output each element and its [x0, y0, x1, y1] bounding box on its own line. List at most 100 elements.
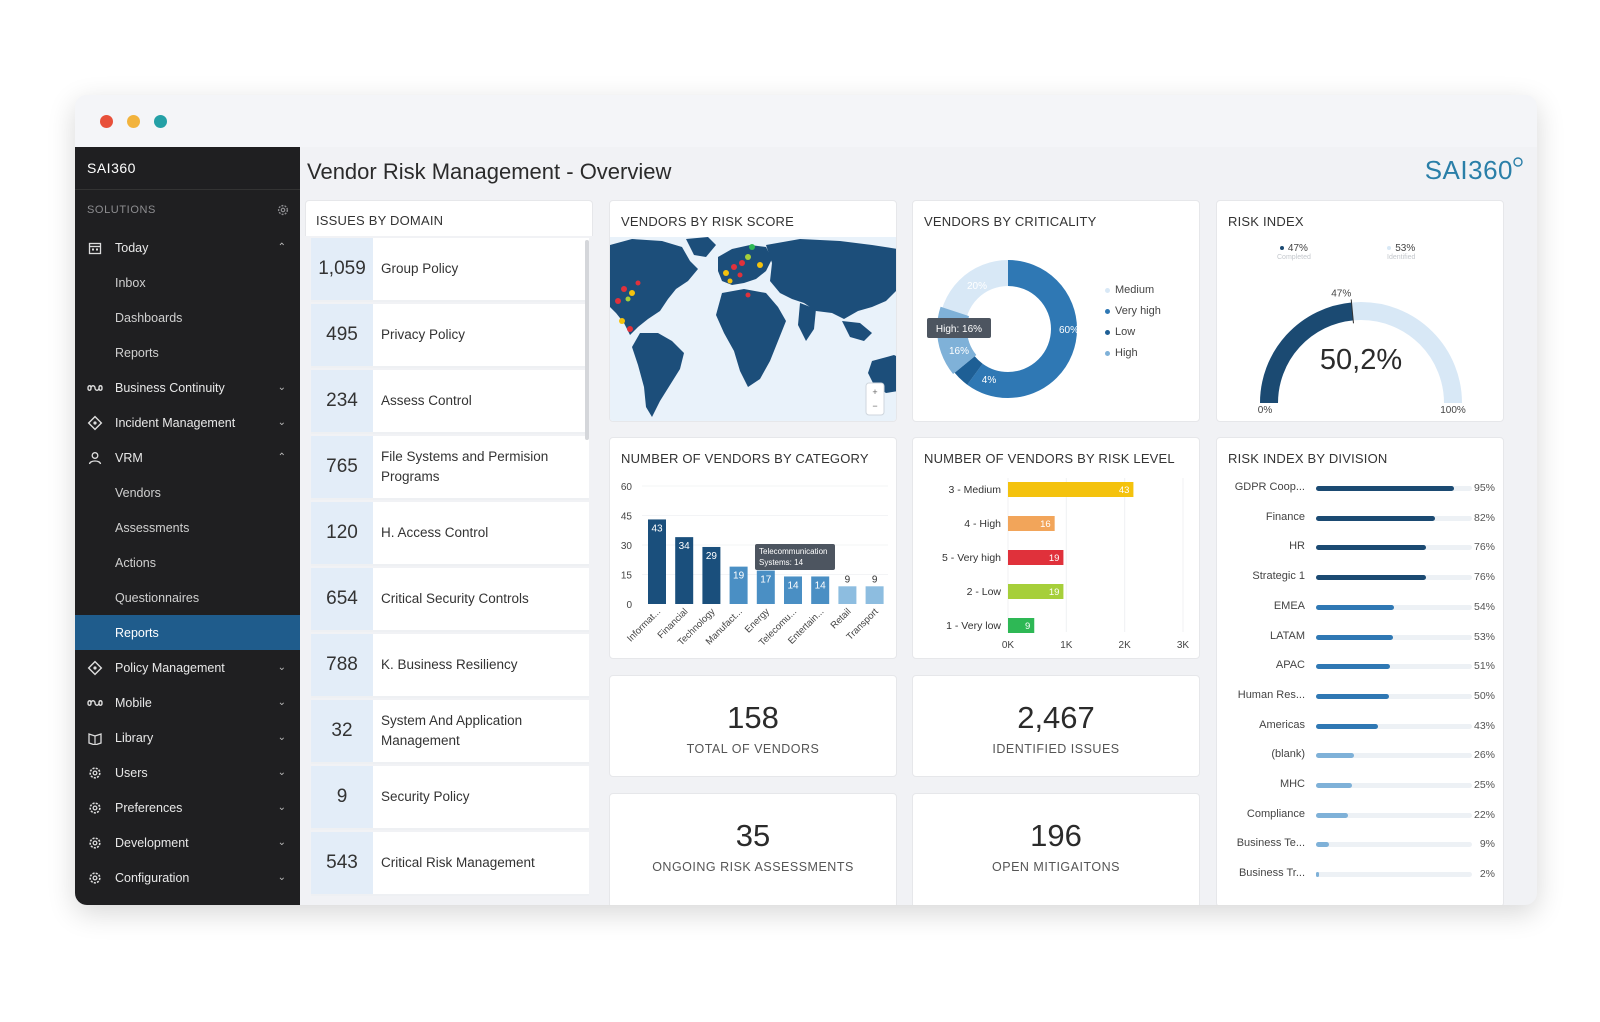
sidebar-subitem-reports[interactable]: Reports — [115, 345, 159, 360]
sidebar-subitem-inbox[interactable]: Inbox — [115, 275, 146, 290]
sidebar-item-vrm[interactable]: VRM ⌃ — [75, 440, 300, 475]
sidebar-subitem-vendors[interactable]: Vendors — [115, 485, 161, 500]
sidebar-item-business-continuity[interactable]: Business Continuity ⌄ — [75, 370, 300, 405]
legend-item[interactable]: Very high — [1105, 305, 1161, 317]
bar-tooltip-line: Telecommunication — [759, 547, 827, 556]
y-tick-label: 5 - Very high — [942, 552, 1001, 564]
issue-row[interactable]: 1,059 Group Policy — [311, 238, 589, 302]
bar-value-label: 43 — [1119, 485, 1130, 496]
sidebar-subitem-dashboards[interactable]: Dashboards — [115, 310, 183, 325]
sidebar-subitem-actions[interactable]: Actions — [115, 555, 156, 570]
division-row[interactable]: MHC 25% — [1225, 773, 1497, 797]
risk-index-gauge[interactable]: 47% 50,2% 0% 100% — [1217, 263, 1505, 423]
division-value: 50% — [1473, 689, 1495, 702]
legend-item[interactable]: Low — [1105, 326, 1135, 338]
kpi-value: 35 — [735, 818, 771, 853]
sidebar-item-incident-management[interactable]: Incident Management ⌄ — [75, 405, 300, 440]
chevron-down-icon[interactable]: ⌄ — [277, 382, 286, 393]
issue-row[interactable]: 32 System And Application Management — [311, 700, 589, 764]
sidebar-item-policy-management[interactable]: Policy Management ⌄ — [75, 650, 300, 685]
division-value: 43% — [1473, 719, 1495, 732]
infinity-icon — [87, 380, 103, 396]
issue-domain-label: Critical Risk Management — [381, 855, 535, 870]
kpi-ongoing-risk-assessments[interactable]: 35 ONGOING RISK ASSESSMENTS — [609, 793, 897, 905]
issue-row[interactable]: 234 Assess Control — [311, 370, 589, 434]
chevron-down-icon[interactable]: ⌄ — [277, 837, 286, 848]
legend-item[interactable]: High — [1105, 347, 1138, 359]
legend-label: Medium — [1115, 284, 1155, 296]
issues-scrollbar[interactable] — [585, 240, 589, 440]
division-row[interactable]: HR 76% — [1225, 535, 1497, 559]
world-map[interactable]: + − — [610, 237, 897, 421]
division-label: Compliance — [1246, 807, 1305, 820]
sidebar-item-mobile[interactable]: Mobile ⌄ — [75, 685, 300, 720]
chevron-down-icon[interactable]: ⌄ — [277, 697, 286, 708]
division-row[interactable]: Business Te... 9% — [1225, 832, 1497, 856]
issue-domain-label: File Systems and Permision Programs — [381, 449, 549, 484]
sidebar-item-configuration[interactable]: Configuration ⌄ — [75, 860, 300, 895]
app-window: SAI360 SOLUTIONS Today ⌃ Inbox Dashboards Re… — [75, 95, 1537, 905]
chevron-up-icon[interactable]: ⌃ — [277, 452, 286, 463]
vendors-by-risk-level-chart[interactable]: 0K 1K 2K 3K 3 - Medium 43 4 - High 16 5 - Very h… — [913, 470, 1201, 660]
issue-domain-label: Group Policy — [381, 261, 459, 276]
division-row[interactable]: EMEA 54% — [1225, 595, 1497, 619]
division-row[interactable]: Finance 82% — [1225, 506, 1497, 530]
sidebar-item-today[interactable]: Today ⌃ — [75, 230, 300, 265]
gear-icon[interactable] — [276, 203, 290, 217]
division-bar-track — [1316, 515, 1472, 521]
issue-row[interactable]: 788 K. Business Resiliency — [311, 634, 589, 698]
risk-index-by-division-card: RISK INDEX BY DIVISION GDPR Coop... 95% Fi… — [1216, 437, 1504, 905]
division-row[interactable]: Business Tr... 2% — [1225, 862, 1497, 886]
sidebar-subitem-reports[interactable]: Reports — [75, 615, 300, 650]
issue-row[interactable]: 120 H. Access Control — [311, 502, 589, 566]
low-slice-label: 4% — [982, 375, 997, 386]
maximize-window-button[interactable] — [154, 115, 167, 128]
division-row[interactable]: APAC 51% — [1225, 654, 1497, 678]
chevron-down-icon[interactable]: ⌄ — [277, 872, 286, 883]
division-row[interactable]: Human Res... 50% — [1225, 684, 1497, 708]
kpi-identified-issues[interactable]: 2,467 IDENTIFIED ISSUES — [912, 675, 1200, 777]
division-row[interactable]: GDPR Coop... 95% — [1225, 476, 1497, 500]
division-bar-track — [1316, 486, 1472, 491]
issue-row[interactable]: 654 Critical Security Controls — [311, 568, 589, 632]
legend-item[interactable]: Medium — [1105, 284, 1154, 296]
category-bar — [675, 537, 694, 604]
kpi-total-vendors[interactable]: 158 TOTAL OF VENDORS — [609, 675, 897, 777]
division-row[interactable]: Compliance 22% — [1225, 803, 1497, 827]
sidebar-item-development[interactable]: Development ⌄ — [75, 825, 300, 860]
issue-row[interactable]: 765 File Systems and Permision Programs — [311, 436, 589, 500]
kpi-open-mitigations[interactable]: 196 OPEN MITIGAITONS — [912, 793, 1200, 905]
sidebar-item-users[interactable]: Users ⌄ — [75, 755, 300, 790]
chevron-down-icon[interactable]: ⌄ — [277, 767, 286, 778]
division-label: GDPR Coop... — [1234, 481, 1305, 493]
vendors-by-category-chart[interactable]: 60453015043Informat...34Financial29Techn… — [610, 470, 898, 660]
sidebar-subitem-assessments[interactable]: Assessments — [115, 520, 190, 535]
map-zoom-control[interactable] — [865, 382, 885, 416]
chevron-down-icon[interactable]: ⌄ — [277, 662, 286, 673]
sidebar-item-preferences[interactable]: Preferences ⌄ — [75, 790, 300, 825]
sidebar-item-library[interactable]: Library ⌄ — [75, 720, 300, 755]
issue-count: 9 — [311, 766, 373, 828]
minimize-window-button[interactable] — [127, 115, 140, 128]
sidebar-subitem-questionnaires[interactable]: Questionnaires — [115, 590, 200, 605]
sidebar-logo[interactable]: SAI360 — [75, 147, 300, 190]
criticality-donut-chart[interactable]: 60% 16% 4% 20% High: 16% — [913, 241, 1103, 411]
chevron-down-icon[interactable]: ⌄ — [277, 802, 286, 813]
division-row[interactable]: LATAM 53% — [1225, 625, 1497, 649]
risk-level-card-title: NUMBER OF VENDORS BY RISK LEVEL — [924, 451, 1175, 466]
issue-row[interactable]: 9 Security Policy — [311, 766, 589, 830]
division-row[interactable]: Strategic 1 76% — [1225, 565, 1497, 589]
chevron-up-icon[interactable]: ⌃ — [277, 242, 286, 253]
division-value: 76% — [1473, 571, 1495, 584]
chevron-down-icon[interactable]: ⌄ — [277, 417, 286, 428]
chevron-down-icon[interactable]: ⌄ — [277, 732, 286, 743]
division-bar — [1316, 604, 1395, 610]
division-row[interactable]: (blank) 26% — [1225, 743, 1497, 767]
issue-row[interactable]: 495 Privacy Policy — [311, 304, 589, 368]
x-tick-label: 3K — [1177, 640, 1190, 651]
donut-very-high-slice — [939, 260, 1077, 398]
division-row[interactable]: Americas 43% — [1225, 714, 1497, 738]
issue-row[interactable]: 543 Critical Risk Management — [311, 832, 589, 896]
close-window-button[interactable] — [100, 115, 113, 128]
issues-card-title: ISSUES BY DOMAIN — [316, 213, 444, 228]
